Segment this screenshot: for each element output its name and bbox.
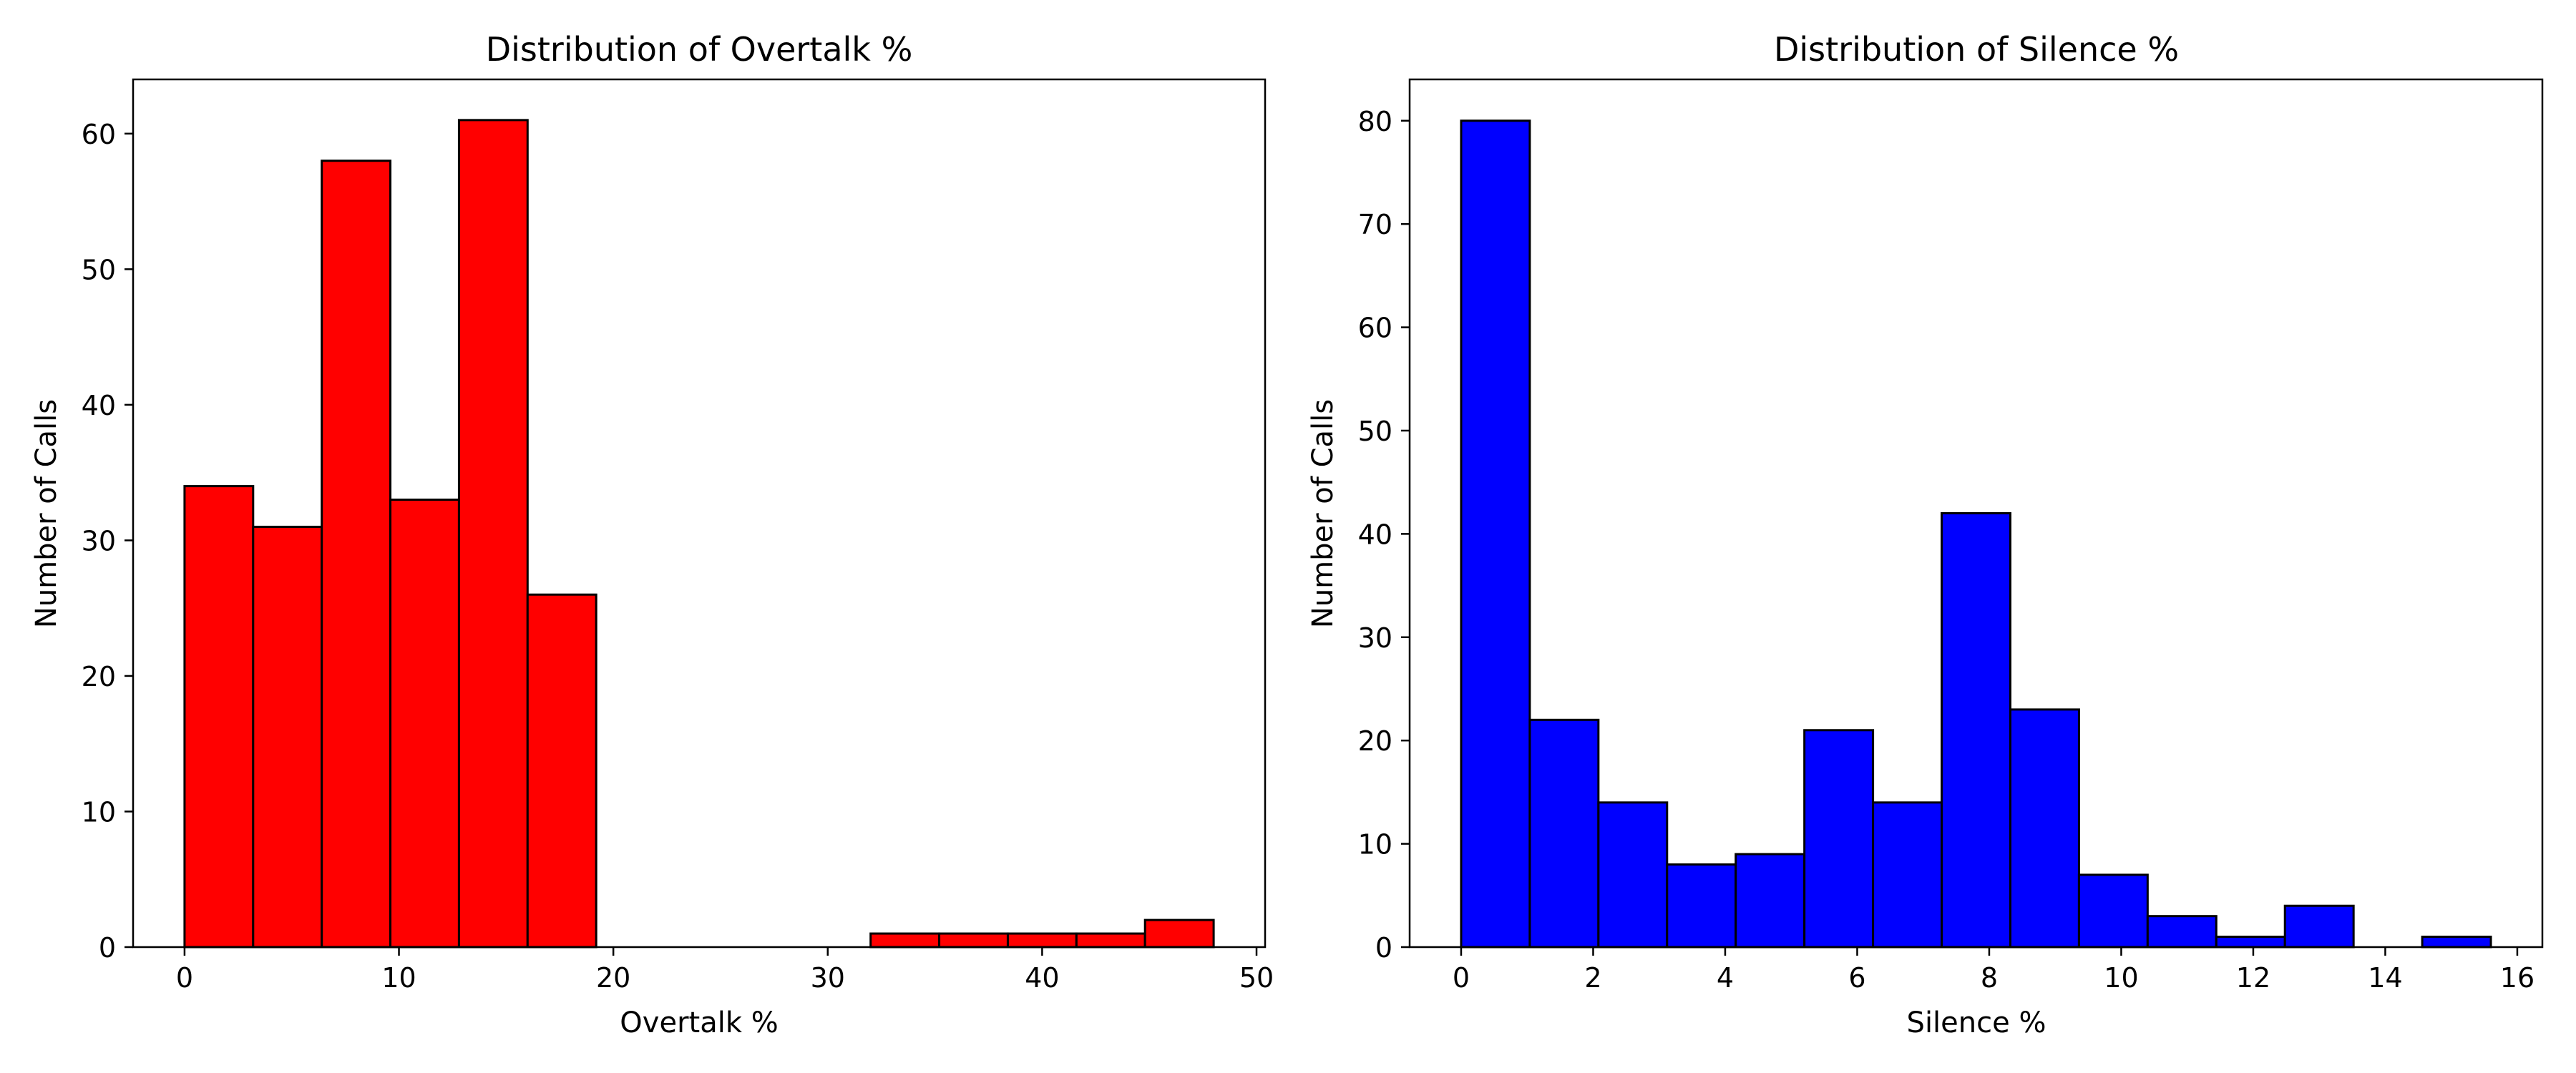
y-tick-label: 60: [82, 119, 116, 150]
histogram-bar: [1941, 512, 2011, 949]
histogram-bar: [1735, 853, 1806, 949]
x-tick-label: 2: [1584, 962, 1601, 994]
silence-histogram: Distribution of Silence % 0 2 4 6 8 10 12 14 16 …: [1307, 30, 2544, 1039]
y-axis-label: Number of Calls: [1307, 399, 1340, 628]
x-tick-label: 40: [1025, 962, 1059, 994]
histogram-bar: [1597, 801, 1669, 949]
histogram-bar: [526, 593, 597, 949]
x-tick-label: 8: [1981, 962, 1998, 994]
y-tick-label: 30: [82, 525, 116, 557]
histogram-bar: [1075, 932, 1146, 949]
histogram-bar: [252, 525, 323, 949]
histogram-bar: [2421, 936, 2492, 949]
histogram-bar: [2283, 904, 2355, 949]
histogram-bar: [1006, 932, 1078, 949]
y-tick-label: 80: [1358, 106, 1392, 137]
x-tick-label: 14: [2368, 962, 2402, 994]
y-tick-label: 20: [1358, 725, 1392, 757]
x-tick-label: 20: [596, 962, 630, 994]
y-tick-label: 20: [82, 661, 116, 692]
x-tick-label: 12: [2236, 962, 2270, 994]
x-tick-label: 6: [1848, 962, 1865, 994]
histogram-bar: [389, 499, 460, 949]
y-tick-label: 0: [1375, 932, 1392, 964]
y-tick-label: 40: [1358, 519, 1392, 550]
histogram-bar: [321, 160, 392, 949]
y-tick-label: 40: [82, 390, 116, 421]
y-tick-label: 50: [82, 254, 116, 285]
y-tick-label: 0: [99, 932, 116, 964]
histogram-bar: [1460, 119, 1531, 949]
y-tick-label: 10: [82, 796, 116, 828]
plot-frame: [132, 78, 1267, 949]
x-tick-label: 0: [1453, 962, 1470, 994]
x-tick-label: 16: [2500, 962, 2534, 994]
x-tick-label: 10: [2104, 962, 2138, 994]
bars: [183, 119, 1215, 949]
histogram-bar: [2077, 873, 2149, 949]
bars: [1460, 119, 2492, 949]
chart-title: Distribution of Silence %: [1774, 30, 2179, 69]
x-ticks: 0 10 20 30 40 50: [176, 947, 1274, 994]
y-ticks: 0 10 20 30 40 50 60 70 80: [1358, 106, 1410, 964]
y-tick-label: 50: [1358, 416, 1392, 447]
histogram-bar: [2215, 936, 2286, 949]
y-axis-label: Number of Calls: [30, 399, 63, 628]
x-tick-label: 0: [176, 962, 193, 994]
histogram-bar: [1666, 863, 1737, 949]
x-axis-label: Overtalk %: [620, 1006, 778, 1039]
x-tick-label: 4: [1717, 962, 1734, 994]
histogram-bar: [1528, 718, 1600, 949]
histogram-bar: [183, 485, 255, 949]
histogram-bar: [2146, 915, 2218, 949]
y-tick-label: 10: [1358, 829, 1392, 861]
histogram-bar: [869, 932, 941, 949]
x-axis-label: Silence %: [1907, 1006, 2046, 1039]
x-tick-label: 30: [811, 962, 845, 994]
histogram-bar: [1803, 729, 1875, 949]
chart-title: Distribution of Overtalk %: [486, 30, 913, 69]
histogram-bar: [1872, 801, 1943, 949]
plot-frame: [1408, 78, 2544, 949]
histogram-bar: [457, 119, 529, 949]
x-tick-label: 10: [381, 962, 416, 994]
y-tick-label: 70: [1358, 209, 1392, 240]
x-tick-label: 50: [1239, 962, 1274, 994]
histogram-bar: [2009, 708, 2080, 949]
overtalk-histogram: Distribution of Overtalk % 0 10 20 30 40 50 0…: [30, 30, 1274, 1039]
histogram-bar: [1143, 918, 1215, 949]
y-tick-label: 30: [1358, 622, 1392, 654]
y-ticks: 0 10 20 30 40 50 60: [82, 119, 133, 964]
y-tick-label: 60: [1358, 313, 1392, 344]
x-ticks: 0 2 4 6 8 10 12 14 16: [1453, 947, 2534, 994]
histogram-bar: [938, 932, 1009, 949]
